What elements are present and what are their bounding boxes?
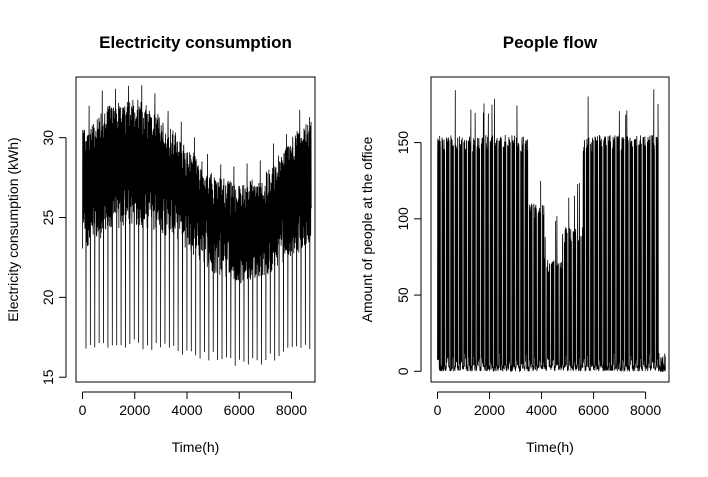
y-axis-people: 0 50 100 150 <box>395 131 422 375</box>
electricity-series <box>82 85 312 366</box>
x-tick-label: 6000 <box>578 402 609 418</box>
x-tick-label: 4000 <box>171 402 202 418</box>
x-tick-label: 8000 <box>630 402 661 418</box>
plot-frame-electricity <box>75 76 316 383</box>
x-tick-label: 2000 <box>474 402 505 418</box>
x-tick-label: 2000 <box>119 402 150 418</box>
x-axis-people: 0 2000 4000 6000 8000 <box>434 391 661 418</box>
chart-title-electricity: Electricity consumption <box>99 33 292 52</box>
y-tick-label: 20 <box>40 289 56 305</box>
y-tick-label: 0 <box>395 367 411 375</box>
x-axis-electricity: 0 2000 4000 6000 8000 <box>79 391 307 418</box>
y-axis-label-electricity: Electricity consumption (kWh) <box>5 137 21 321</box>
y-tick-label: 150 <box>395 131 411 155</box>
people-series <box>437 89 666 373</box>
plot-frame-people <box>430 76 670 383</box>
y-axis-label-people: Amount of people at the office <box>359 136 375 322</box>
people-panel: People flow 0 2000 4000 6000 8000 050100150 … <box>359 33 670 455</box>
y-tick-label: 50 <box>395 287 411 303</box>
x-tick-label: 0 <box>79 402 87 418</box>
x-tick-label: 4000 <box>526 402 557 418</box>
x-axis-label-people: Time(h) <box>526 439 574 455</box>
y-tick-label: 100 <box>395 207 411 231</box>
x-tick-label: 0 <box>434 402 442 418</box>
y-tick-label: 15 <box>40 369 56 385</box>
y-tick-label: 30 <box>40 130 56 146</box>
electricity-panel: Electricity consumption 0 2000 4000 6000 800… <box>5 33 316 455</box>
chart-title-people: People flow <box>503 33 598 52</box>
x-tick-label: 6000 <box>224 402 255 418</box>
y-tick-label: 25 <box>40 210 56 226</box>
y-axis-electricity: 15 20 25 30 <box>40 130 67 385</box>
electricity-line <box>82 85 312 366</box>
people-line <box>437 89 666 373</box>
x-axis-label-electricity: Time(h) <box>172 439 220 455</box>
x-tick-label: 8000 <box>276 402 307 418</box>
